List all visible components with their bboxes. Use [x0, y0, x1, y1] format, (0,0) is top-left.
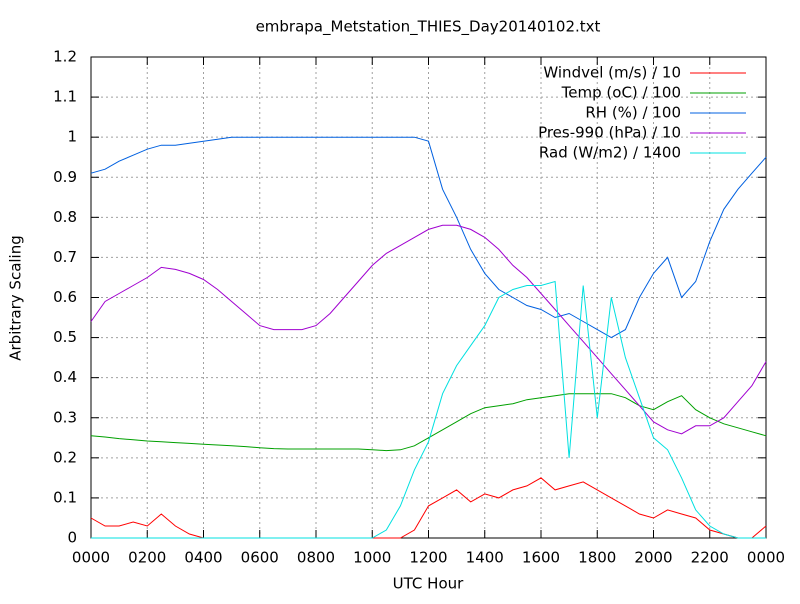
x-tick-label: 2200: [691, 549, 729, 567]
y-axis-label: Arbitrary Scaling: [7, 235, 25, 361]
legend-label: Pres-990 (hPa) / 10: [538, 124, 681, 142]
chart-title: embrapa_Metstation_THIES_Day20140102.txt: [256, 18, 601, 37]
y-tick-label: 0.2: [53, 448, 77, 466]
x-axis-label: UTC Hour: [393, 575, 464, 593]
x-tick-label: 0600: [241, 549, 279, 567]
y-tick-label: 0.5: [53, 328, 77, 346]
y-tick-label: 0.8: [53, 208, 77, 226]
y-tick-label: 0.7: [53, 248, 77, 266]
x-tick-label: 1800: [578, 549, 616, 567]
plot-frame: [90, 56, 767, 539]
x-tick-label: 2000: [634, 549, 672, 567]
legend-label: Windvel (m/s) / 10: [543, 64, 681, 82]
x-tick-label: 1200: [409, 549, 447, 567]
y-tick-label: 0.6: [53, 288, 77, 306]
series-line: [91, 280, 766, 539]
y-tick-label: 0.1: [53, 488, 77, 506]
series-line: [90, 393, 767, 452]
legend-label: Rad (W/m2) / 1400: [539, 144, 681, 162]
series-line: [90, 136, 767, 339]
x-tick-label: 0000: [72, 549, 110, 567]
x-tick-label: 0200: [128, 549, 166, 567]
y-tick-label: 1.2: [53, 48, 77, 66]
x-tick-label: 1400: [466, 549, 504, 567]
legend-label: RH (%) / 100: [585, 104, 681, 122]
x-tick-label: 0000: [747, 549, 785, 567]
y-tick-label: 1.1: [53, 88, 77, 106]
y-tick-label: 0.9: [53, 168, 77, 186]
x-tick-label: 1000: [353, 549, 391, 567]
y-tick-label: 1: [67, 128, 77, 146]
x-tick-label: 0800: [297, 549, 335, 567]
series-line: [90, 224, 767, 435]
legend-label: Temp (oC) / 100: [561, 84, 681, 102]
y-tick-label: 0.4: [53, 368, 77, 386]
y-tick-label: 0: [67, 529, 77, 547]
x-tick-label: 1600: [522, 549, 560, 567]
x-tick-label: 0400: [184, 549, 222, 567]
y-tick-label: 0.3: [53, 408, 77, 426]
